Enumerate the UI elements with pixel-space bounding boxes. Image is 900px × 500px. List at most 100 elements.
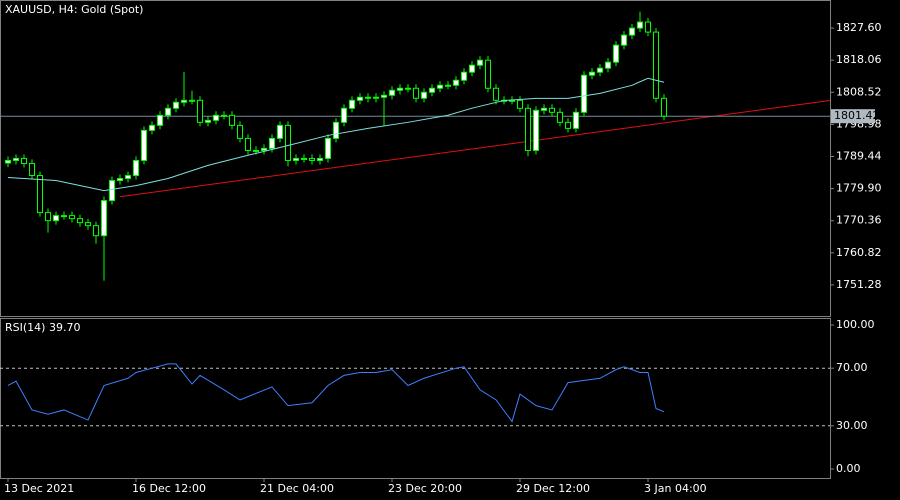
candle-body — [381, 94, 387, 98]
candle-body — [605, 61, 611, 69]
y-tick-label: 1751.28 — [836, 278, 882, 291]
candle-body — [213, 114, 219, 121]
candle-body — [21, 157, 27, 164]
candle-body — [325, 137, 331, 159]
candle-body — [37, 175, 43, 214]
rsi-line — [7, 363, 665, 423]
candle-body — [541, 107, 547, 111]
candle-body — [549, 107, 555, 113]
candle-body — [573, 111, 579, 129]
candle-body — [293, 157, 299, 161]
candle-body — [229, 114, 235, 126]
candle-body — [157, 114, 163, 126]
candle-body — [189, 99, 195, 102]
candle-body — [461, 71, 467, 81]
candle-body — [253, 149, 259, 152]
candle-body — [69, 215, 75, 220]
candle-body — [621, 34, 627, 46]
moving-average — [7, 77, 665, 192]
candle-body — [437, 84, 443, 89]
candle-body — [245, 137, 251, 151]
candle-body — [565, 121, 571, 129]
candle-body — [533, 109, 539, 151]
candle-body — [629, 27, 635, 36]
candle-body — [469, 64, 475, 73]
candle-body — [93, 225, 99, 237]
candle-body — [205, 119, 211, 123]
candle-body — [373, 96, 379, 99]
x-tick-label: 29 Dec 12:00 — [516, 482, 590, 495]
candle-body — [525, 107, 531, 151]
candle-body — [85, 222, 91, 227]
y-tick-label: 1779.90 — [836, 182, 882, 195]
candle-body — [317, 157, 323, 161]
candle-body — [581, 74, 587, 113]
candle-body — [421, 91, 427, 99]
candle-body — [341, 107, 347, 123]
candle-body — [357, 96, 363, 101]
candle-body — [645, 21, 651, 33]
y-tick-label: 70.00 — [836, 361, 868, 374]
candle-body — [661, 97, 667, 117]
candle-body — [117, 178, 123, 182]
candle-body — [309, 157, 315, 161]
candle-body — [493, 87, 499, 101]
x-tick-label: 3 Jan 04:00 — [644, 482, 707, 495]
y-tick-label: 1808.52 — [836, 85, 882, 98]
x-tick-label: 23 Dec 20:00 — [388, 482, 462, 495]
x-tick-label: 21 Dec 04:00 — [260, 482, 334, 495]
candle-body — [429, 87, 435, 93]
candle-body — [173, 101, 179, 109]
candle-body — [149, 124, 155, 131]
candle-body — [365, 96, 371, 99]
candle-body — [477, 59, 483, 66]
y-tick-label: 1760.82 — [836, 246, 882, 259]
chart-title: XAUUSD, H4: Gold (Spot) — [5, 3, 143, 16]
candle-body — [453, 79, 459, 86]
current-price-label: 1801.42 — [834, 109, 880, 122]
x-tick-label: 16 Dec 12:00 — [132, 482, 206, 495]
candle-body — [405, 87, 411, 90]
candle-body — [5, 159, 11, 164]
candle-body — [141, 129, 147, 161]
y-tick-label: 1818.06 — [836, 53, 882, 66]
candle-body — [557, 111, 563, 123]
rsi-title: RSI(14) 39.70 — [5, 321, 80, 334]
candle-body — [485, 59, 491, 89]
candle-body — [413, 87, 419, 99]
candle-body — [269, 137, 275, 149]
current-price-box — [831, 109, 875, 124]
candle-body — [237, 124, 243, 139]
candle-body — [277, 124, 283, 139]
candle-body — [101, 200, 107, 237]
y-tick-label: 0.00 — [836, 462, 861, 475]
rsi-frame — [0, 318, 831, 479]
candle-body — [613, 44, 619, 63]
candle-body — [333, 121, 339, 139]
candle-body — [133, 159, 139, 177]
candle-body — [181, 99, 187, 103]
candle-body — [517, 99, 523, 109]
y-tick-label: 1770.36 — [836, 214, 882, 227]
candle-body — [61, 215, 67, 218]
candle-body — [165, 107, 171, 116]
candle-body — [125, 175, 131, 180]
candle-body — [445, 84, 451, 87]
candle-body — [13, 157, 19, 161]
y-tick-label: 1827.60 — [836, 21, 882, 34]
candle-body — [637, 21, 643, 29]
candle-body — [285, 124, 291, 161]
candle-body — [197, 99, 203, 123]
candle-body — [29, 162, 35, 177]
candle-body — [77, 218, 83, 224]
candle-body — [597, 67, 603, 73]
candle-body — [389, 89, 395, 96]
candle-body — [221, 114, 227, 117]
candle-body — [45, 212, 51, 222]
candle-body — [53, 215, 59, 222]
candle-body — [261, 147, 267, 151]
candle-body — [349, 99, 355, 109]
